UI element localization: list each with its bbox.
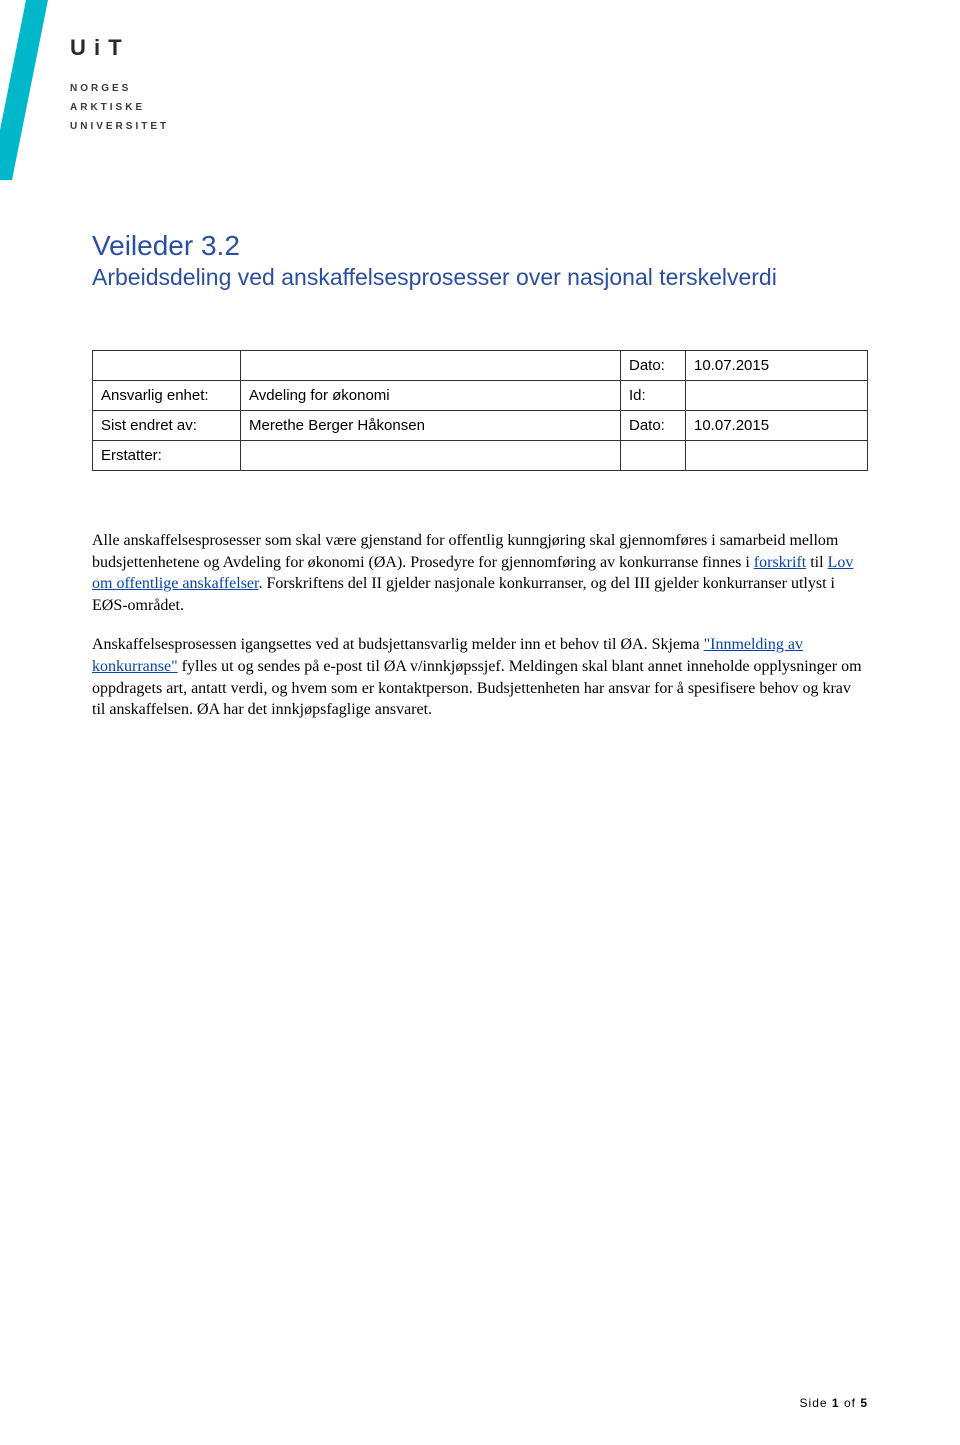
body-text: til bbox=[806, 554, 827, 571]
document-subheading: Arbeidsdeling ved anskaffelsesprosesser … bbox=[92, 264, 868, 291]
page-footer: Side 1 of 5 bbox=[800, 1396, 868, 1410]
logo-text-block: U i T NORGES ARKTISKE UNIVERSITET bbox=[70, 35, 169, 136]
table-row: Erstatter: bbox=[93, 441, 868, 471]
university-logo: U i T NORGES ARKTISKE UNIVERSITET bbox=[0, 0, 220, 180]
logo-brand: U i T bbox=[70, 35, 169, 61]
paragraph-1: Alle anskaffelsesprosesser som skal være… bbox=[92, 530, 868, 616]
meta-date: 10.07.2015 bbox=[686, 351, 868, 381]
body-text: Alle anskaffelsesprosesser som skal være… bbox=[92, 532, 838, 571]
meta-label: Erstatter: bbox=[93, 441, 241, 471]
meta-date bbox=[686, 441, 868, 471]
metadata-table: Dato: 10.07.2015 Ansvarlig enhet: Avdeli… bbox=[92, 350, 868, 471]
meta-value bbox=[241, 351, 621, 381]
logo-line-3: UNIVERSITET bbox=[70, 117, 169, 136]
footer-total-pages: 5 bbox=[860, 1396, 868, 1410]
meta-date bbox=[686, 381, 868, 411]
meta-key bbox=[621, 441, 686, 471]
slash-icon bbox=[0, 0, 60, 180]
body-text: Anskaffelsesprosessen igangsettes ved at… bbox=[92, 636, 704, 653]
meta-key: Id: bbox=[621, 381, 686, 411]
logo-line-1: NORGES bbox=[70, 79, 169, 98]
footer-label: Side bbox=[800, 1396, 828, 1410]
footer-current-page: 1 bbox=[832, 1396, 840, 1410]
footer-sep: of bbox=[844, 1396, 856, 1410]
document-heading: Veileder 3.2 bbox=[92, 230, 868, 262]
document-body: Alle anskaffelsesprosesser som skal være… bbox=[92, 530, 868, 739]
table-row: Dato: 10.07.2015 bbox=[93, 351, 868, 381]
meta-value: Avdeling for økonomi bbox=[241, 381, 621, 411]
meta-value bbox=[241, 441, 621, 471]
logo-line-2: ARKTISKE bbox=[70, 98, 169, 117]
body-text: fylles ut og sendes på e-post til ØA v/i… bbox=[92, 658, 862, 718]
paragraph-2: Anskaffelsesprosessen igangsettes ved at… bbox=[92, 634, 868, 720]
meta-label: Sist endret av: bbox=[93, 411, 241, 441]
meta-date: 10.07.2015 bbox=[686, 411, 868, 441]
document-title-block: Veileder 3.2 Arbeidsdeling ved anskaffel… bbox=[92, 230, 868, 291]
meta-value: Merethe Berger Håkonsen bbox=[241, 411, 621, 441]
meta-key: Dato: bbox=[621, 351, 686, 381]
meta-label: Ansvarlig enhet: bbox=[93, 381, 241, 411]
meta-label bbox=[93, 351, 241, 381]
document-page: U i T NORGES ARKTISKE UNIVERSITET Veiled… bbox=[0, 0, 960, 1445]
link-forskrift[interactable]: forskrift bbox=[754, 554, 806, 571]
table-row: Ansvarlig enhet: Avdeling for økonomi Id… bbox=[93, 381, 868, 411]
table-row: Sist endret av: Merethe Berger Håkonsen … bbox=[93, 411, 868, 441]
meta-key: Dato: bbox=[621, 411, 686, 441]
logo-subtitle: NORGES ARKTISKE UNIVERSITET bbox=[70, 79, 169, 136]
